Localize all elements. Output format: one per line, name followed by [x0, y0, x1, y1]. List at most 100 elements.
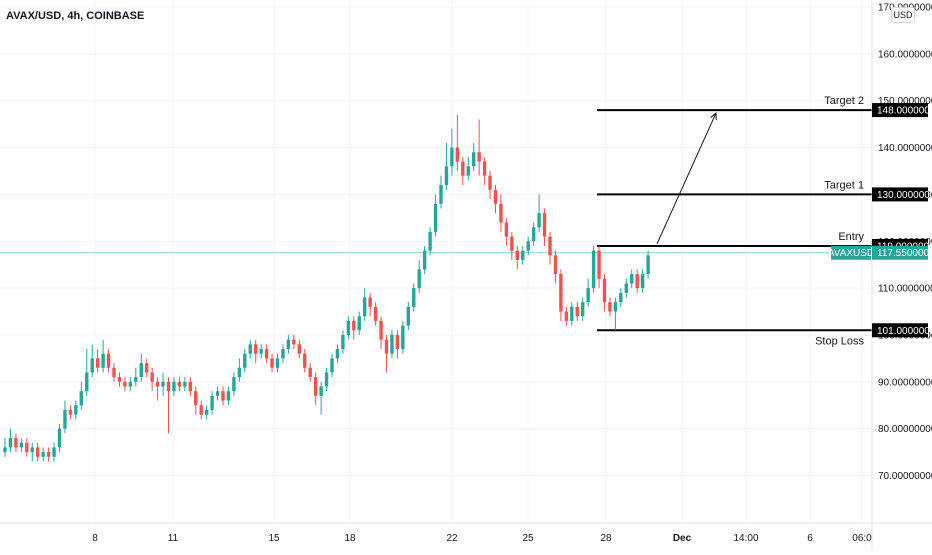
candle-body: [128, 381, 133, 387]
candle-body: [237, 367, 242, 378]
candle-body: [19, 442, 24, 448]
candle-body: [570, 306, 574, 321]
candle-body: [564, 311, 569, 321]
candle-body: [243, 353, 247, 368]
candle-body: [515, 250, 519, 260]
candle-body: [123, 381, 127, 387]
x-tick-label: Dec: [673, 533, 692, 544]
candle-body: [177, 381, 182, 387]
candle-body: [281, 349, 285, 359]
candle-body: [619, 292, 623, 303]
level-price-badge: [872, 103, 928, 118]
candle-body: [275, 358, 280, 368]
price-levels: Target 2 Target 1 Entry Stop Loss: [0, 95, 872, 347]
candle-body: [172, 381, 176, 392]
level-name-label: Target 1: [824, 179, 864, 191]
candle-body: [537, 213, 541, 228]
candle-body: [221, 391, 225, 401]
level-price-label: 130.00000000: [877, 190, 932, 201]
candle-body: [199, 405, 203, 415]
x-tick-label: 25: [522, 533, 534, 544]
y-tick-label: 160.00000000: [878, 49, 932, 60]
candle-body: [14, 438, 18, 448]
candle-body: [422, 250, 427, 270]
x-tick-label: 22: [446, 533, 458, 544]
candle-body: [379, 320, 383, 340]
candle-body: [352, 320, 356, 331]
candle-body: [226, 391, 231, 401]
projection-arrowhead: [710, 112, 717, 121]
candle-body: [139, 363, 143, 378]
candle-body: [313, 377, 318, 396]
candle-body: [472, 152, 476, 167]
candle-body: [401, 325, 405, 350]
candle-body: [297, 344, 301, 354]
y-tick-label: 110.00000000: [878, 284, 932, 295]
candle-body: [330, 358, 334, 373]
candle-body: [482, 161, 487, 176]
candle-body: [41, 452, 45, 457]
candle-body: [586, 288, 590, 303]
candle-body: [635, 274, 639, 289]
candle-body: [319, 386, 323, 396]
candle-body: [624, 283, 628, 293]
candle-body: [292, 339, 296, 345]
x-tick-label: 18: [344, 533, 356, 544]
candle-body: [232, 377, 236, 392]
candle-body: [548, 236, 552, 256]
candle-body: [477, 152, 481, 162]
y-tick-label: 80.00000000: [878, 424, 932, 435]
candle-body: [264, 349, 269, 359]
candle-body: [417, 269, 421, 289]
candle-body: [575, 306, 579, 317]
current-symbol-badge: [831, 245, 871, 260]
x-tick-label: 6: [807, 533, 813, 544]
candle-body: [134, 377, 138, 382]
candle-body: [384, 339, 389, 354]
candle-body: [433, 203, 438, 232]
candle-body: [510, 236, 514, 251]
candle-body: [346, 320, 351, 335]
candle-body: [63, 409, 67, 429]
y-tick-label: 150.00000000: [878, 96, 932, 107]
candle-body: [161, 381, 165, 387]
candle-body: [8, 438, 13, 448]
candle-body: [183, 381, 187, 387]
candle-body: [85, 372, 89, 392]
currency-badge[interactable]: USD: [891, 7, 915, 23]
candle-body: [591, 250, 596, 289]
candle-body: [373, 306, 378, 321]
candle-body: [324, 372, 329, 387]
candle-body: [46, 452, 51, 457]
candle-body: [215, 391, 220, 396]
candle-body: [286, 339, 291, 350]
candle-body: [390, 334, 394, 354]
candle-body: [357, 316, 361, 331]
candle-body: [254, 344, 258, 354]
candle-body: [455, 147, 460, 162]
candle-body: [166, 381, 171, 392]
candle-body: [259, 349, 263, 354]
candle-body: [57, 428, 62, 448]
candle-body: [428, 231, 432, 251]
candle-body: [204, 409, 209, 415]
candle-body: [597, 250, 601, 279]
candle-body: [640, 274, 645, 289]
candle-body: [444, 166, 449, 186]
level-name-label: Stop Loss: [815, 335, 864, 347]
candle-body: [341, 334, 345, 350]
candle-body: [145, 363, 149, 373]
candle-body: [101, 353, 105, 368]
level-price-badge: [872, 323, 928, 338]
candle-body: [150, 372, 154, 382]
candle-body: [493, 189, 498, 204]
candle-body: [74, 405, 78, 415]
currency-badge-label: USD: [893, 10, 913, 20]
candle-body: [112, 367, 116, 378]
x-tick-label: 11: [168, 533, 179, 544]
candle-body: [553, 255, 558, 275]
candle-body: [270, 358, 274, 368]
